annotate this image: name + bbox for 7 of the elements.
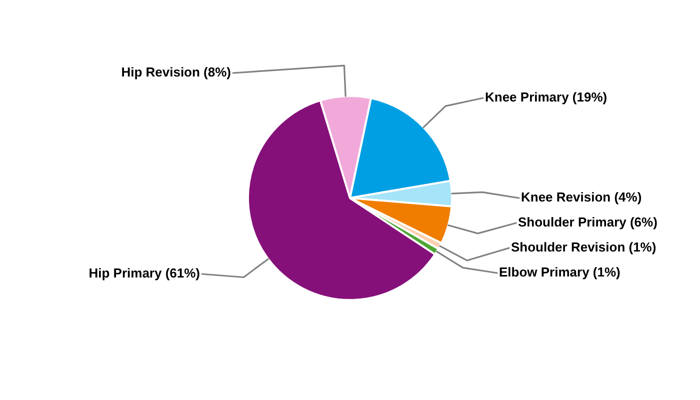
slice-label: Shoulder Revision (1%) xyxy=(511,240,656,255)
slice-label: Elbow Primary (1%) xyxy=(499,264,620,280)
slice-label: Hip Primary (61%) xyxy=(88,266,200,281)
slice-label: Knee Revision (4%) xyxy=(521,190,642,205)
slice-label: Knee Primary (19%) xyxy=(485,90,608,105)
slice-label: Hip Revision (8%) xyxy=(121,64,231,80)
slice-label: Shoulder Primary (6%) xyxy=(518,214,658,230)
